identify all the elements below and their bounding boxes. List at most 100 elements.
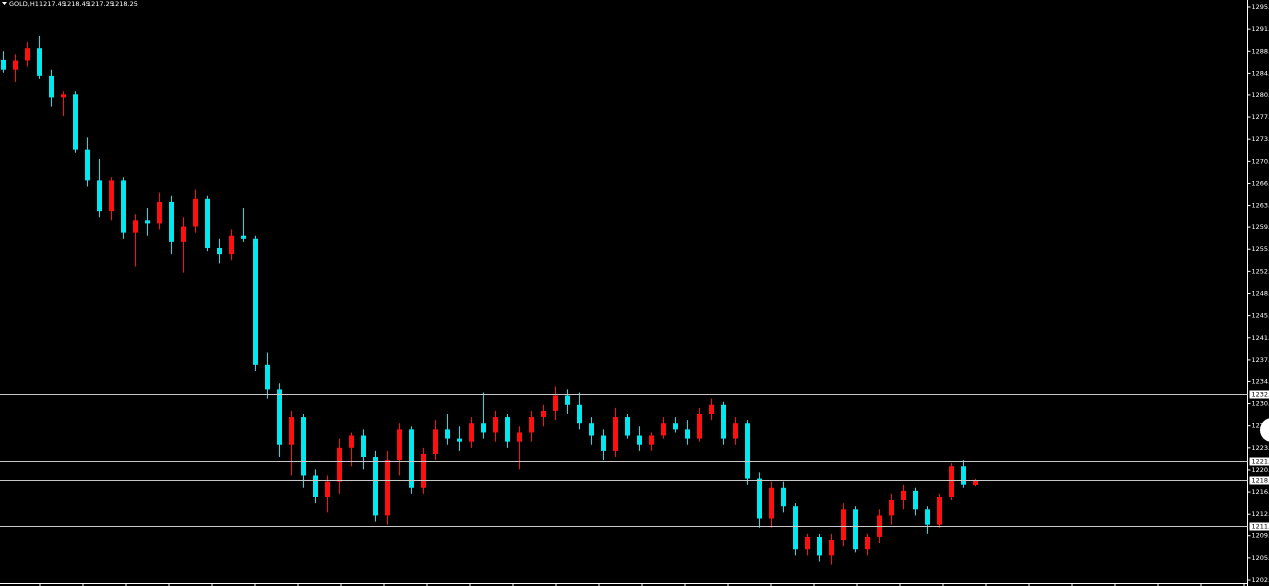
y-tick-label: 1263.: [1252, 202, 1269, 210]
candle-body: [589, 423, 594, 436]
header-high: 1218.45: [63, 0, 90, 8]
candle-body: [937, 497, 942, 525]
candle-body: [217, 248, 222, 255]
candle-body: [301, 417, 306, 476]
price-label: 1221.: [1252, 458, 1269, 466]
y-tick-label: 1212.: [1252, 510, 1269, 518]
y-tick-label: 1270.: [1252, 157, 1269, 165]
candle-body: [373, 457, 378, 516]
candle-body: [865, 536, 870, 550]
y-tick-label: 1227.: [1252, 422, 1269, 430]
candle-body: [121, 180, 126, 233]
candle-body: [565, 395, 570, 405]
candle-body: [433, 429, 438, 454]
candle-body: [781, 487, 786, 507]
y-tick-label: 1259.: [1252, 223, 1269, 231]
y-tick-label: 1223.: [1252, 444, 1269, 452]
candle-body: [349, 435, 354, 448]
candle-body: [637, 435, 642, 445]
y-tick-label: 1248.: [1252, 290, 1269, 298]
menu-arrow[interactable]: [2, 2, 7, 5]
candle-body: [541, 410, 546, 418]
y-tick-label: 1291.: [1252, 25, 1269, 33]
side-widget[interactable]: [1260, 418, 1269, 442]
candle-body: [361, 435, 366, 458]
candle-body: [85, 149, 90, 181]
y-tick-label: 1237.: [1252, 356, 1269, 364]
y-tick-label: 1295.: [1252, 3, 1269, 11]
y-tick-label: 1255.: [1252, 245, 1269, 253]
candle-body: [97, 180, 102, 212]
candle-body: [769, 487, 774, 519]
y-tick-label: 1280.: [1252, 91, 1269, 99]
candle-body: [445, 429, 450, 439]
candle-body: [889, 500, 894, 516]
candle-body: [109, 180, 114, 212]
candle-body: [625, 417, 630, 436]
candle-body: [181, 226, 186, 242]
candle-body: [265, 364, 270, 390]
y-tick-label: 1205.: [1252, 554, 1269, 562]
price-label: 1232.: [1252, 391, 1269, 399]
candle-body: [193, 198, 198, 227]
candle-body: [505, 417, 510, 442]
y-tick-label: 1277.: [1252, 113, 1269, 121]
y-tick-label: 1273.: [1252, 135, 1269, 143]
candle-body: [313, 475, 318, 498]
candle-body: [841, 509, 846, 541]
y-tick-label: 1202.: [1252, 576, 1269, 584]
candle-body: [685, 429, 690, 439]
candle-body: [973, 480, 978, 486]
candle-body: [925, 509, 930, 525]
candle-body: [229, 235, 234, 255]
candle-body: [409, 429, 414, 488]
candle-body: [673, 423, 678, 430]
candle-body: [205, 198, 210, 249]
candle-body: [253, 238, 258, 365]
candle-body: [829, 540, 834, 556]
y-tick-label: 1284.: [1252, 69, 1269, 77]
candle-body: [817, 536, 822, 556]
header-open: 1217.45: [39, 0, 66, 8]
y-tick-label: 1230.: [1252, 400, 1269, 408]
candle-body: [553, 395, 558, 411]
candle-body: [337, 447, 342, 482]
candle-body: [793, 506, 798, 550]
header-close: 1218.25: [111, 0, 138, 8]
candle-body: [913, 490, 918, 510]
candle-body: [61, 94, 66, 98]
candle-body: [601, 435, 606, 451]
candle-body: [25, 48, 30, 61]
candle-body: [529, 417, 534, 433]
candle-body: [517, 432, 522, 442]
candle-body: [157, 201, 162, 224]
price-label-box: [1249, 457, 1269, 466]
candle-body: [385, 460, 390, 516]
candle-body: [745, 423, 750, 479]
price-label: 1218.: [1252, 477, 1269, 485]
y-tick-label: 1241.: [1252, 334, 1269, 342]
candle-body: [241, 235, 246, 239]
candle-body: [721, 404, 726, 439]
candle-body: [949, 466, 954, 498]
candle-body: [901, 490, 906, 501]
candle-body: [481, 423, 486, 433]
symbol: GOLD,H1: [9, 0, 39, 8]
price-label-box: [1249, 476, 1269, 485]
candle-body: [37, 48, 42, 76]
candle-body: [421, 453, 426, 488]
candle-body: [133, 220, 138, 233]
candle-body: [277, 389, 282, 445]
candle-body: [805, 536, 810, 550]
y-tick-label: 1288.: [1252, 47, 1269, 55]
candle-body: [649, 435, 654, 445]
candle-body: [145, 220, 150, 224]
price-label: 1211.: [1252, 523, 1269, 531]
candle-body: [397, 429, 402, 461]
candle-body: [457, 438, 462, 442]
y-tick-label: 1209.: [1252, 532, 1269, 540]
y-tick-label: 1220.: [1252, 466, 1269, 474]
candle-body: [469, 423, 474, 442]
